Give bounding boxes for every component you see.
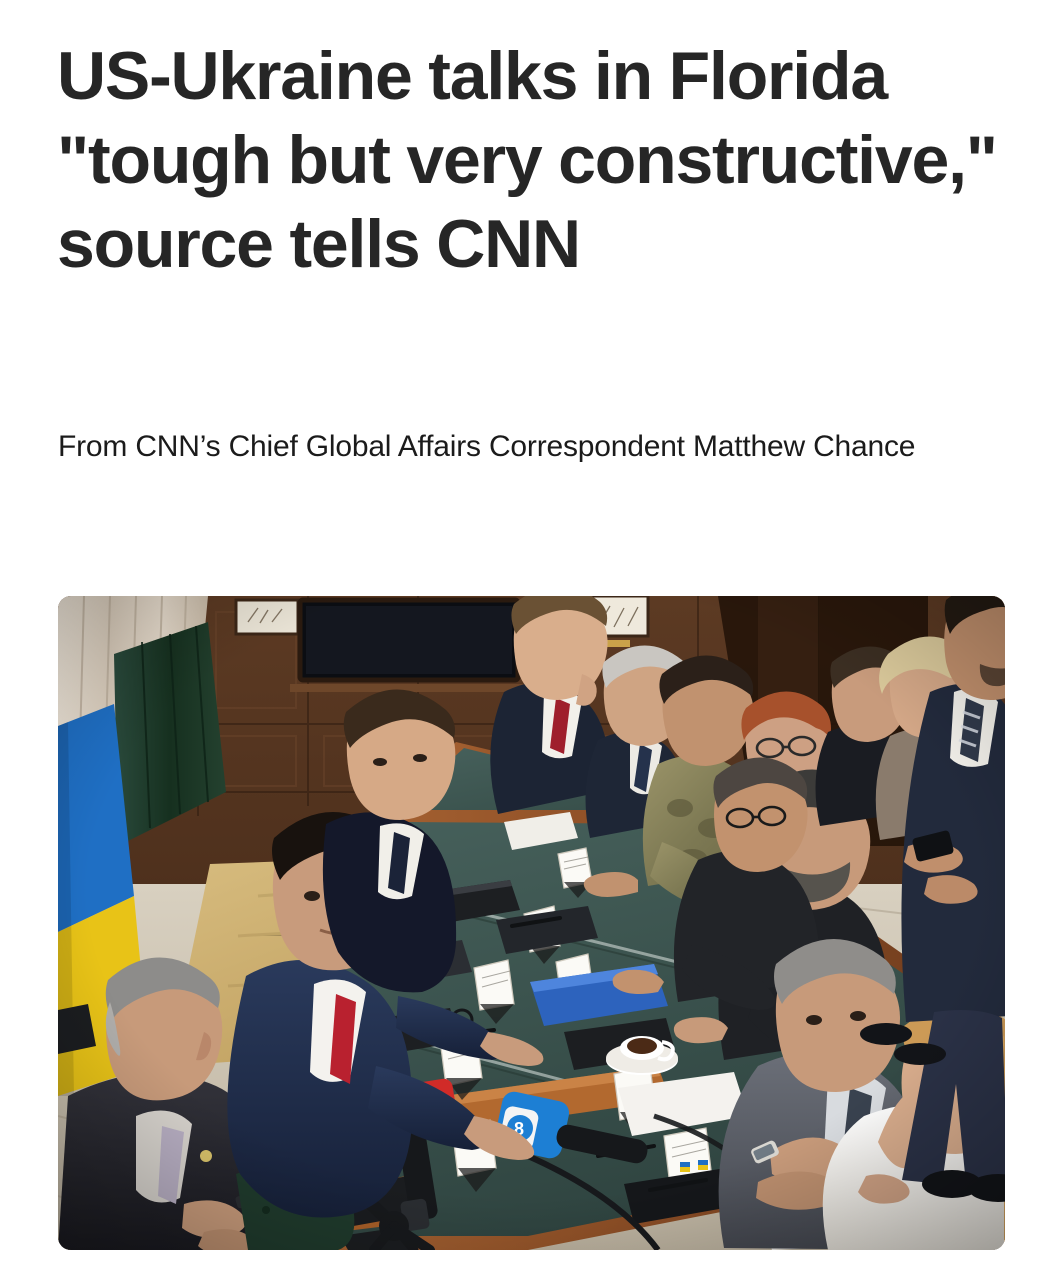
article-byline: From CNN’s Chief Global Affairs Correspo… <box>58 430 916 463</box>
page-title: US-Ukraine talks in Florida "tough but v… <box>57 38 998 282</box>
article-photo: TCH 8 <box>58 596 1005 1250</box>
meeting-room-photo-illustration: TCH 8 <box>58 596 1005 1250</box>
